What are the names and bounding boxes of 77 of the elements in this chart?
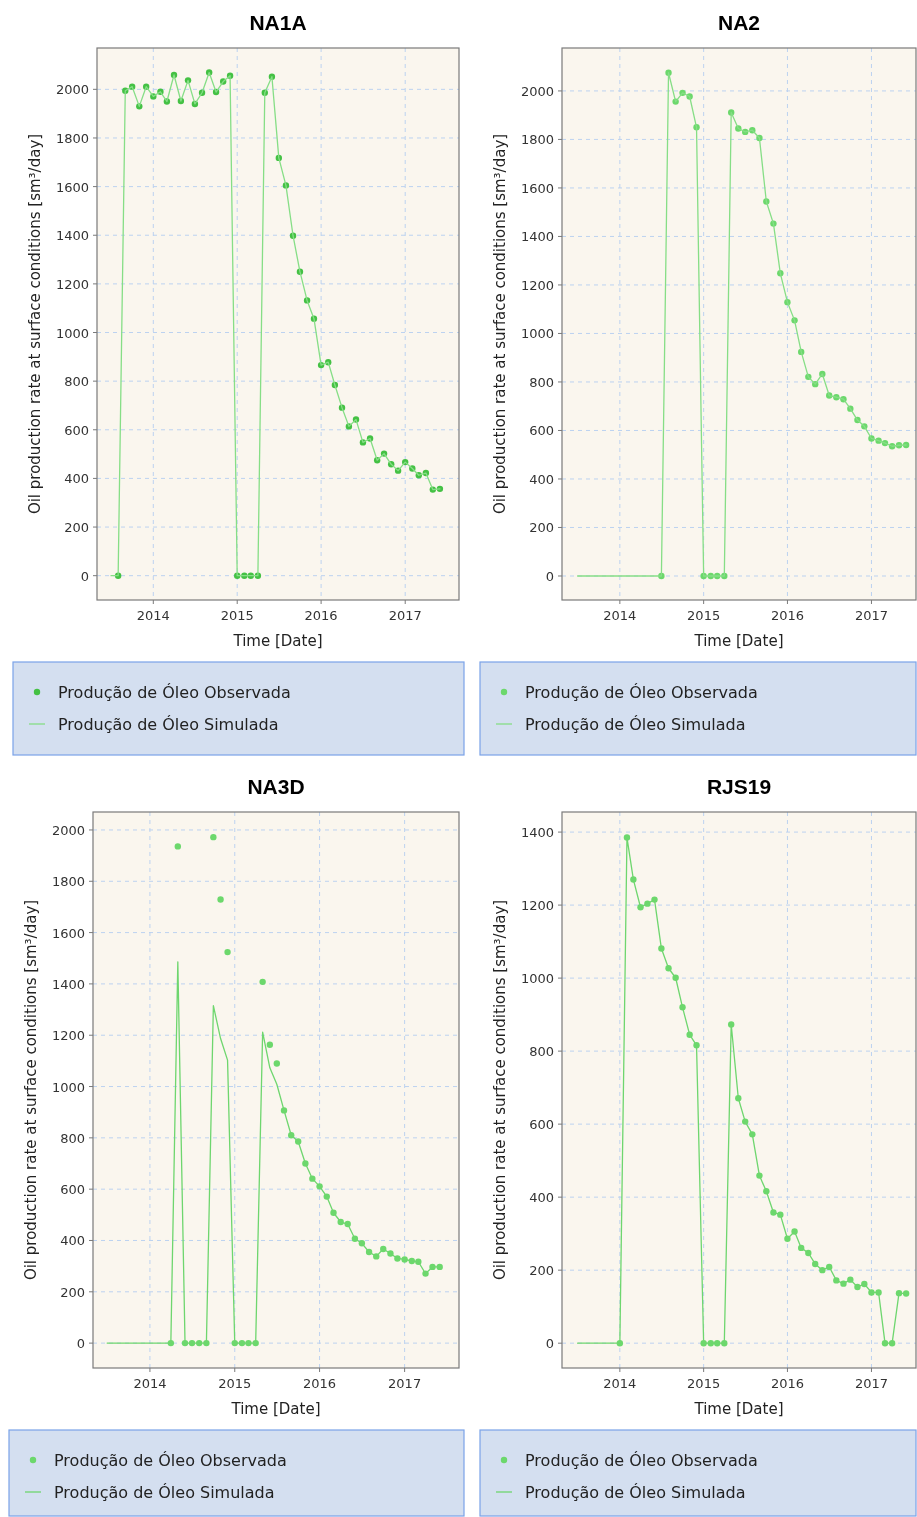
x-tick-label: 2016 <box>303 1376 337 1391</box>
x-tick-label: 2017 <box>388 608 422 623</box>
x-tick-label: 2016 <box>770 1376 804 1391</box>
y-tick-label: 1200 <box>55 276 89 292</box>
y-tick-label: 1600 <box>51 925 85 941</box>
x-tick-label: 2015 <box>687 608 721 623</box>
x-tick-label: 2014 <box>136 608 170 623</box>
x-tick-label: 2017 <box>854 1376 889 1391</box>
y-tick-label: 1600 <box>520 180 554 196</box>
y-tick-label: 600 <box>60 1182 85 1198</box>
y-tick-label: 1000 <box>51 1079 85 1095</box>
y-tick-label: 1000 <box>520 971 554 987</box>
y-tick-label: 600 <box>529 423 554 439</box>
y-tick-label: 1200 <box>51 1028 85 1044</box>
chart-title: NA1A <box>249 11 307 34</box>
y-tick-label: 200 <box>60 1284 85 1300</box>
y-tick-label: 1000 <box>55 325 89 341</box>
y-tick-label: 400 <box>529 471 554 487</box>
chart-title: NA2 <box>717 11 761 34</box>
y-tick-label: 1800 <box>520 132 554 148</box>
x-tick-label: 2014 <box>133 1376 167 1391</box>
y-tick-label: 600 <box>529 1117 554 1133</box>
x-axis-title: Time [Date] <box>693 632 784 650</box>
y-tick-label: 1200 <box>520 898 554 914</box>
legend-label: Produção de Óleo Observada <box>58 683 291 702</box>
x-tick-label: 2015 <box>218 1376 252 1391</box>
y-tick-label: 800 <box>64 374 89 390</box>
x-tick-label: 2016 <box>304 608 338 623</box>
x-axis-title: Time [Date] <box>230 1400 321 1418</box>
y-tick-label: 0 <box>80 568 89 584</box>
y-tick-label: 1400 <box>51 976 85 992</box>
legend-label: Produção de Óleo Simulada <box>525 1483 746 1502</box>
y-axis-title: Oil production rate at surface conditions [sm³/day] <box>22 899 40 1281</box>
x-tick-label: 2016 <box>770 608 804 623</box>
x-tick-label: 2017 <box>854 608 889 623</box>
y-tick-label: 2000 <box>520 83 554 99</box>
y-tick-label: 0 <box>545 568 554 584</box>
y-tick-label: 2000 <box>51 822 85 838</box>
y-tick-label: 800 <box>529 374 554 390</box>
y-axis-title: Oil production rate at surface conditions [sm³/day] <box>491 133 509 515</box>
y-tick-label: 400 <box>64 471 89 487</box>
y-tick-label: 1400 <box>55 228 89 244</box>
chart-title: RJS19 <box>706 775 772 798</box>
y-tick-label: 1600 <box>55 179 89 195</box>
legend-label: Produção de Óleo Simulada <box>54 1483 275 1502</box>
legend-label: Produção de Óleo Simulada <box>58 715 279 734</box>
chart-title: NA3D <box>247 775 305 798</box>
x-axis-title: Time [Date] <box>693 1400 784 1418</box>
y-axis-title: Oil production rate at surface conditions [sm³/day] <box>491 899 509 1281</box>
x-tick-label: 2014 <box>603 1376 637 1391</box>
x-tick-label: 2015 <box>220 608 254 623</box>
x-tick-label: 2015 <box>687 1376 721 1391</box>
x-tick-label: 2017 <box>388 1376 422 1391</box>
legend-label: Produção de Óleo Observada <box>525 1451 758 1470</box>
y-tick-label: 1200 <box>520 277 554 293</box>
y-tick-label: 800 <box>60 1130 85 1146</box>
legend-label: Produção de Óleo Observada <box>525 683 758 702</box>
y-tick-label: 400 <box>529 1190 554 1206</box>
y-axis-title: Oil production rate at surface conditions [sm³/day] <box>26 133 44 515</box>
x-tick-label: 2014 <box>603 608 637 623</box>
legend-label: Produção de Óleo Observada <box>54 1451 287 1470</box>
y-tick-label: 0 <box>545 1336 554 1352</box>
legend-label: Produção de Óleo Simulada <box>525 715 746 734</box>
y-tick-label: 200 <box>64 520 89 536</box>
y-tick-label: 0 <box>76 1336 85 1352</box>
y-tick-label: 800 <box>529 1044 554 1060</box>
y-tick-label: 1400 <box>520 825 554 841</box>
y-tick-label: 200 <box>529 1263 554 1279</box>
y-tick-label: 1800 <box>55 130 89 146</box>
x-axis-title: Time [Date] <box>232 632 323 650</box>
y-tick-label: 1000 <box>520 326 554 342</box>
y-tick-label: 600 <box>64 422 89 438</box>
y-tick-label: 2000 <box>55 82 89 98</box>
y-tick-label: 1400 <box>520 229 554 245</box>
y-tick-label: 200 <box>529 520 554 536</box>
y-tick-label: 400 <box>60 1233 85 1249</box>
y-tick-label: 1800 <box>51 874 85 890</box>
